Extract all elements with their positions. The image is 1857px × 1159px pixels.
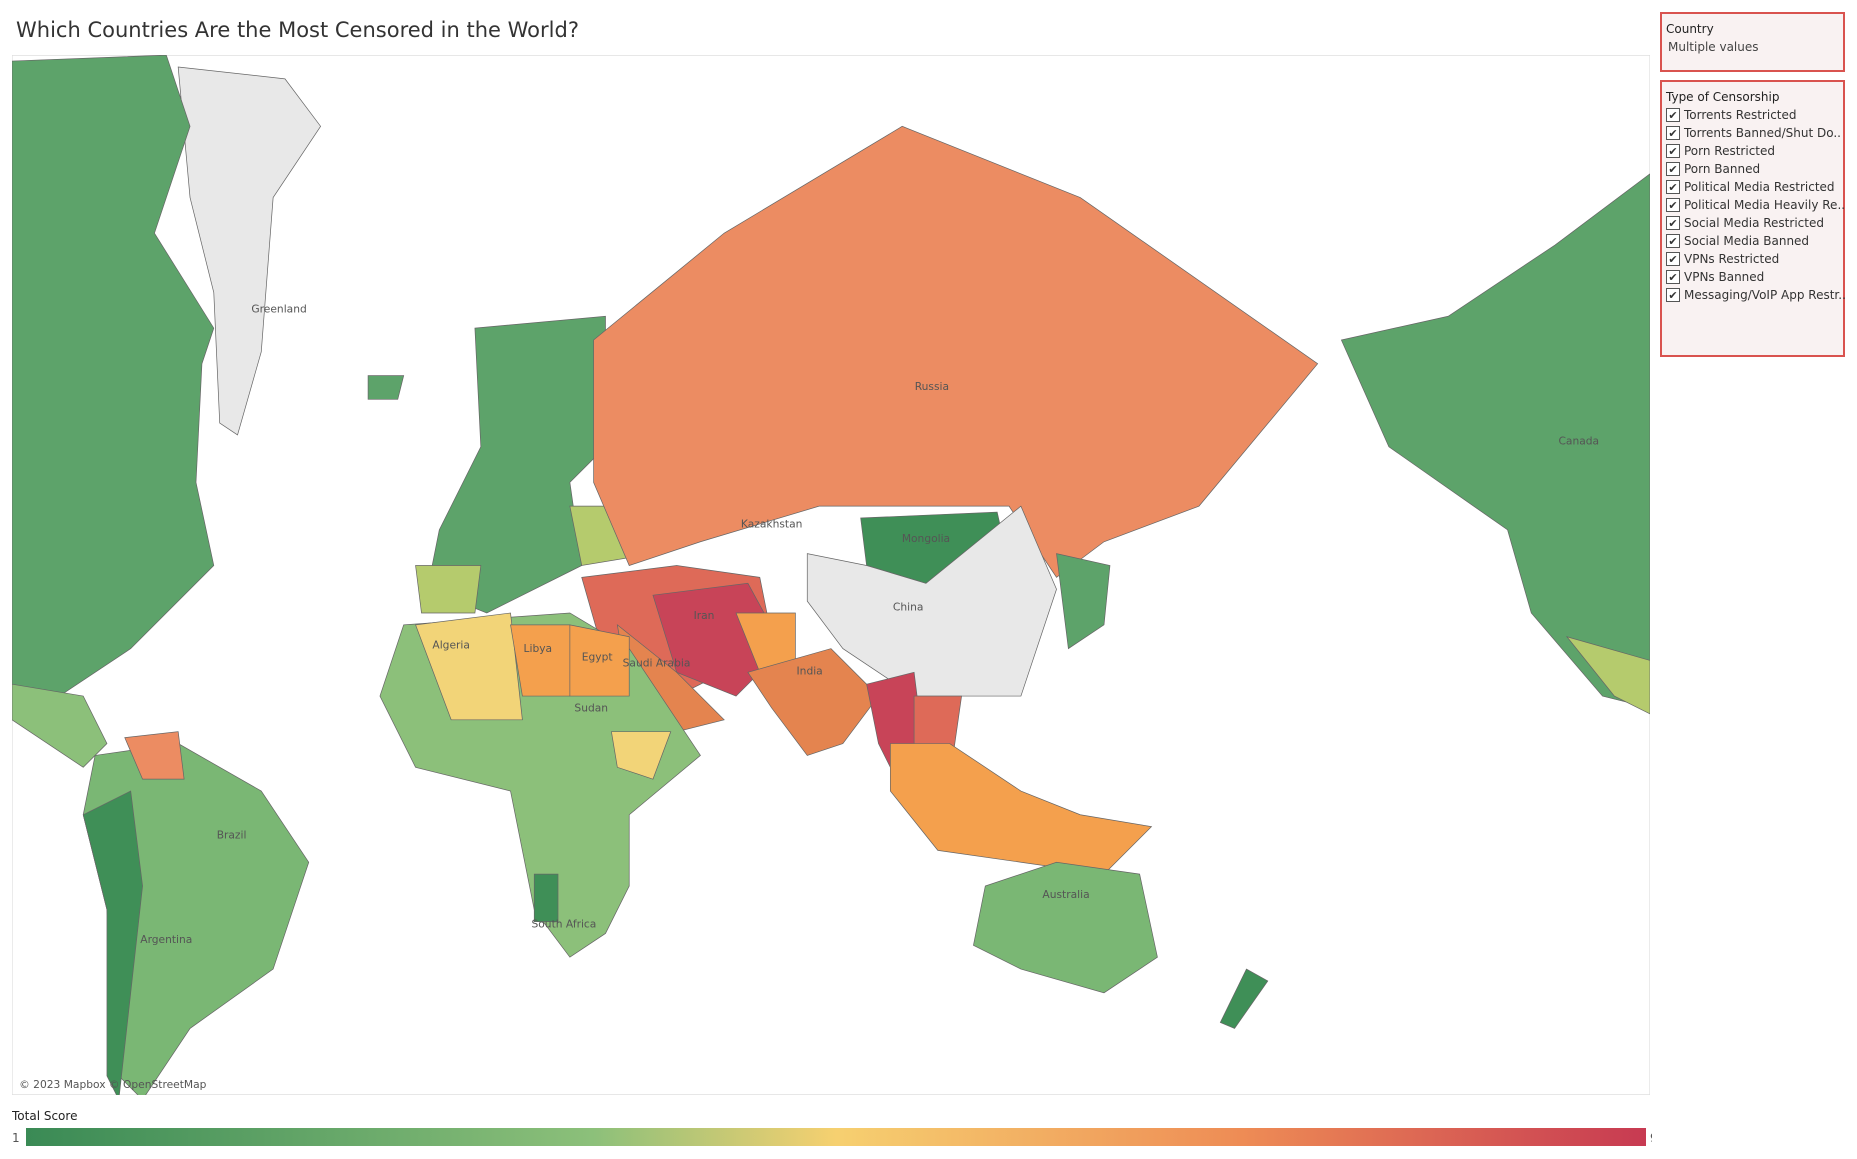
filter-item[interactable]: ✔ Messaging/VoIP App Restr.. — [1666, 286, 1846, 304]
map: Greenland Russia Kazakhstan Mongolia China Ca… — [12, 55, 1650, 1095]
filter-title: Country — [1666, 22, 1714, 36]
checkbox[interactable]: ✔ — [1666, 252, 1680, 266]
filter-item[interactable]: ✔ VPNs Banned — [1666, 268, 1843, 286]
country-label: Greenland — [251, 303, 306, 316]
country-filter[interactable]: Country Multiple values — [1660, 12, 1845, 72]
filter-item[interactable]: ✔ Political Media Restricted — [1666, 178, 1843, 196]
andes — [82, 790, 143, 1095]
checkbox[interactable]: ✔ — [1666, 126, 1680, 140]
filter-item-label: Political Media Heavily Re.. — [1684, 198, 1846, 212]
filter-item-label: Social Media Restricted — [1684, 216, 1824, 230]
country-label: Australia — [1042, 888, 1089, 901]
country-label: Iran — [694, 609, 715, 622]
filter-item-label: Torrents Banned/Shut Do.. — [1684, 126, 1841, 140]
legend-max: 9 — [1650, 1131, 1652, 1145]
filter-item-label: Political Media Restricted — [1684, 180, 1835, 194]
filter-item[interactable]: ✔ Social Media Banned — [1666, 232, 1843, 250]
indonesia — [889, 743, 1153, 875]
country-label: Libya — [524, 642, 553, 655]
color-legend: Total Score 1 9 — [12, 1109, 1652, 1146]
namibia — [533, 873, 559, 922]
censorship-filter: Type of Censorship ✔ Torrents Restricted ✔… — [1660, 80, 1846, 357]
country-label: Sudan — [574, 702, 608, 715]
checkbox[interactable]: ✔ — [1666, 234, 1680, 248]
checkbox[interactable]: ✔ — [1666, 144, 1680, 158]
country-label: Mongolia — [902, 532, 950, 545]
checkbox[interactable]: ✔ — [1666, 216, 1680, 230]
checkbox[interactable]: ✔ — [1666, 108, 1680, 122]
australia — [973, 861, 1158, 994]
filter-item-label: Messaging/VoIP App Restr.. — [1684, 288, 1846, 302]
checkbox[interactable]: ✔ — [1666, 288, 1680, 302]
filter-item-label: VPNs Restricted — [1684, 252, 1780, 266]
filter-item[interactable]: ✔ VPNs Restricted — [1666, 250, 1843, 268]
mexico — [1565, 636, 1650, 715]
country-label: Egypt — [582, 650, 613, 663]
checkbox[interactable]: ✔ — [1666, 198, 1680, 212]
country-label: India — [797, 665, 823, 678]
country-label: Canada — [1558, 434, 1599, 447]
country-label: Argentina — [140, 933, 192, 946]
filter-item-label: Porn Restricted — [1684, 144, 1776, 158]
filter-item[interactable]: ✔ Social Media Restricted — [1666, 214, 1843, 232]
country-label: South Africa — [532, 918, 597, 931]
country-label: China — [893, 601, 923, 614]
map-attribution: © 2023 Mapbox © OpenStreetMap — [19, 1078, 207, 1091]
checkbox[interactable]: ✔ — [1666, 180, 1680, 194]
legend-min: 1 — [12, 1131, 20, 1145]
country-label: Brazil — [217, 829, 247, 842]
egypt — [569, 624, 630, 697]
filter-value[interactable]: Multiple values — [1668, 40, 1759, 54]
greenland — [177, 66, 322, 436]
country-labels: Greenland Russia Kazakhstan Mongolia China Ca… — [140, 303, 1599, 946]
legend-gradient — [26, 1128, 1646, 1146]
filter-item-label: VPNs Banned — [1684, 270, 1765, 284]
filter-item[interactable]: ✔ Political Media Heavily Re.. — [1666, 196, 1846, 214]
japan — [1056, 553, 1111, 650]
filter-item[interactable]: ✔ Torrents Restricted — [1666, 106, 1843, 124]
filter-item[interactable]: ✔ Porn Restricted — [1666, 142, 1843, 160]
venezuela — [124, 731, 185, 780]
legend-title: Total Score — [12, 1109, 77, 1123]
dashboard-title: Which Countries Are the Most Censored in… — [16, 18, 579, 42]
filter-item-label: Torrents Restricted — [1684, 108, 1797, 122]
new-zealand — [1219, 968, 1269, 1029]
iberia — [415, 565, 482, 614]
filter-item[interactable]: ✔ Torrents Banned/Shut Do.. — [1666, 124, 1843, 142]
china — [806, 505, 1057, 697]
country-label: Saudi Arabia — [623, 656, 691, 669]
algeria — [415, 612, 523, 721]
filter-item-label: Porn Banned — [1684, 162, 1761, 176]
ethiopia — [610, 731, 672, 780]
countries — [12, 55, 1650, 1095]
checkbox[interactable]: ✔ — [1666, 270, 1680, 284]
filter-list: ✔ Torrents Restricted ✔ Torrents Banned/Shu… — [1662, 106, 1846, 304]
filter-item[interactable]: ✔ Porn Banned — [1666, 160, 1843, 178]
country-label: Algeria — [432, 639, 470, 652]
checkbox[interactable]: ✔ — [1666, 162, 1680, 176]
iceland — [367, 375, 405, 400]
country-label: Russia — [915, 380, 949, 393]
country-label: Kazakhstan — [741, 518, 802, 531]
filter-title: Type of Censorship — [1666, 90, 1780, 104]
filter-item-label: Social Media Banned — [1684, 234, 1810, 248]
india — [747, 648, 879, 756]
